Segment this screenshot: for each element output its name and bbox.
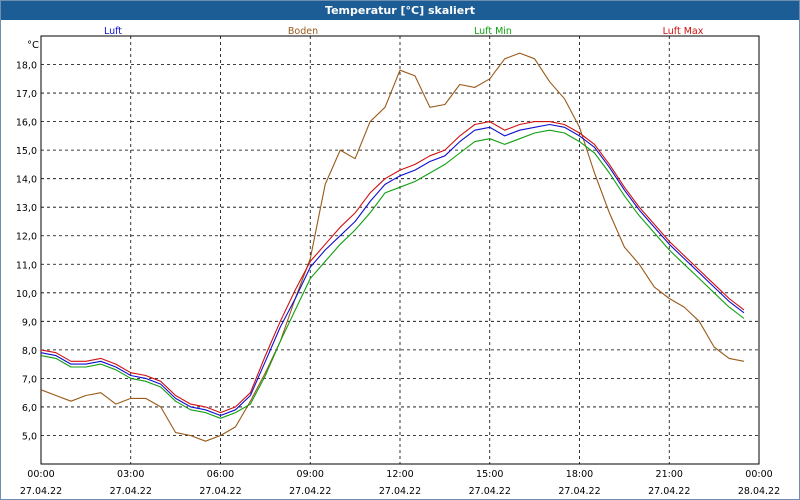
x-tick-date: 27.04.22 [289, 486, 331, 497]
y-unit-label: °C [27, 40, 39, 51]
x-tick-time: 15:00 [476, 469, 503, 480]
temperature-chart: 5,0 6,0 7,0 8,0 9,0 10,0 11,0 12,0 13,0 14,0 15,0 1… [16, 26, 780, 497]
y-tick-label: 17,0 [16, 89, 37, 100]
series-line-boden [40, 52, 745, 442]
series-line-luft [40, 123, 745, 417]
y-tick-label: 10,0 [16, 289, 37, 300]
legend-luft-max: Luft Max [663, 26, 704, 37]
y-tick-label: 13,0 [16, 203, 37, 214]
x-tick-time: 00:00 [27, 469, 54, 480]
x-tick-date: 27.04.22 [469, 486, 511, 497]
x-tick-time: 21:00 [656, 469, 683, 480]
series-line-luft-max [40, 121, 745, 414]
x-tick-time: 06:00 [207, 469, 234, 480]
y-tick-label: 15,0 [16, 146, 37, 157]
legend-luft-min: Luft Min [474, 26, 512, 37]
x-tick-date: 27.04.22 [20, 486, 62, 497]
y-tick-label: 8,0 [22, 346, 37, 357]
x-tick-date: 28.04.22 [738, 486, 780, 497]
x-tick-time: 12:00 [386, 469, 413, 480]
x-tick-date: 27.04.22 [199, 486, 241, 497]
y-tick-label: 18,0 [16, 61, 37, 72]
y-tick-label: 14,0 [16, 175, 37, 186]
y-tick-label: 5,0 [22, 431, 37, 442]
window-title: Temperatur [°C] skaliert [1, 1, 799, 20]
y-tick-label: 16,0 [16, 118, 37, 129]
x-tick-date: 27.04.22 [558, 486, 600, 497]
y-tick-label: 6,0 [22, 403, 37, 414]
x-tick-date: 27.04.22 [110, 486, 152, 497]
y-tick-label: 12,0 [16, 232, 37, 243]
x-tick-time: 00:00 [745, 469, 772, 480]
y-tick-label: 9,0 [22, 317, 37, 328]
y-tick-label: 11,0 [16, 260, 37, 271]
legend-luft: Luft [104, 26, 122, 37]
series-line-luft-min [40, 129, 745, 419]
x-tick-date: 27.04.22 [379, 486, 421, 497]
x-tick-date: 27.04.22 [648, 486, 690, 497]
x-tick-time: 03:00 [117, 469, 144, 480]
x-tick-time: 18:00 [566, 469, 593, 480]
y-tick-label: 7,0 [22, 374, 37, 385]
legend-boden: Boden [288, 26, 318, 37]
x-tick-time: 09:00 [297, 469, 324, 480]
